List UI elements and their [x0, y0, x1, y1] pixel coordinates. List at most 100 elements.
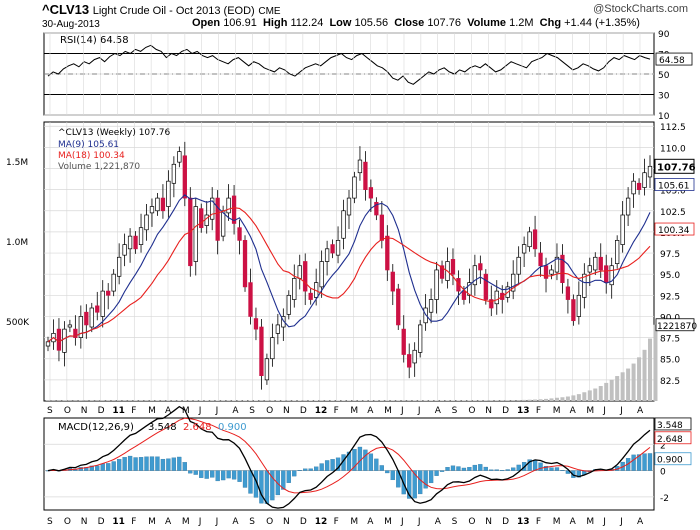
legend-ma9: MA(9) 105.61	[58, 140, 119, 150]
x-tick-label: J	[400, 517, 404, 527]
candle	[149, 198, 155, 227]
macd-hist-bar	[237, 470, 242, 482]
candle-body	[182, 155, 187, 199]
candle	[281, 308, 286, 341]
price-tick-label: 112.5	[660, 123, 686, 133]
candle-body	[210, 197, 215, 220]
candle-body	[527, 231, 532, 248]
candle	[56, 318, 62, 362]
rsi-last-box	[655, 52, 693, 66]
rsi-tick-label: 90	[658, 30, 670, 40]
macd-hist-bar	[264, 470, 270, 504]
candle-body	[450, 259, 456, 275]
macd-hist-bar	[642, 453, 647, 471]
candle-body	[472, 265, 478, 286]
candle	[62, 321, 67, 367]
candle	[631, 173, 636, 208]
macd-hist-bar	[423, 470, 428, 489]
candle-body	[62, 328, 67, 353]
rsi-tick-label: 10	[658, 112, 670, 122]
candle	[144, 204, 149, 241]
candle-body	[308, 292, 313, 300]
volume-bar	[637, 357, 642, 401]
macd-hist-bar	[122, 457, 127, 471]
candle	[133, 231, 138, 254]
volume-bar	[631, 363, 636, 401]
candle-body	[483, 273, 488, 300]
volume-last-box	[655, 318, 695, 332]
candle	[560, 244, 565, 294]
candle	[587, 257, 592, 287]
candle	[593, 252, 598, 276]
x-tick-label: J	[215, 517, 219, 527]
candle-body	[270, 337, 275, 360]
candle	[45, 336, 51, 352]
x-tick-label: N	[485, 517, 492, 527]
macd-hist-bar	[204, 470, 209, 479]
candle	[138, 213, 144, 253]
candle-body	[89, 307, 94, 328]
candle-body	[428, 299, 434, 313]
macd-hist-bar	[330, 459, 335, 471]
candle	[122, 233, 127, 267]
volume-bar	[401, 400, 406, 401]
candle-body	[116, 256, 122, 277]
x-tick-label: O	[266, 517, 273, 527]
candle-body	[576, 294, 582, 317]
volume-bar	[544, 398, 549, 401]
volume-bar	[505, 400, 510, 401]
candle	[89, 302, 94, 333]
macd-hist-bar	[111, 461, 116, 471]
candle	[620, 201, 625, 253]
macd-hist-bar	[374, 458, 379, 471]
candle-body	[357, 159, 363, 174]
candle-body	[620, 214, 625, 245]
candle	[417, 319, 423, 358]
price-tick-label: 97.5	[660, 250, 680, 260]
macd-hist-bar	[177, 456, 182, 471]
macd-hist-bar	[500, 470, 505, 472]
volume-bar	[653, 324, 658, 401]
candle	[275, 313, 281, 345]
candle	[527, 226, 532, 252]
volume-bar	[593, 388, 598, 401]
macd-hist-bar	[100, 463, 105, 471]
x-tick-label: F	[131, 406, 136, 416]
macd-panel: -2 0 2 3.548 2.648 0.900 MACD(12,26,9) 3.548…	[43, 405, 692, 511]
candle-body	[335, 240, 341, 256]
x-tick-label: N	[485, 406, 492, 416]
x-tick-label: 12	[315, 406, 328, 416]
macd-hist-bar	[571, 470, 576, 478]
macd-hist-bar	[560, 470, 565, 471]
candle-body	[84, 311, 89, 326]
volume-bar	[549, 398, 554, 401]
candle-body	[439, 265, 445, 279]
candle-body	[478, 263, 483, 271]
candle	[308, 288, 313, 305]
candle	[642, 158, 647, 196]
candle	[171, 156, 177, 198]
volume-bar	[237, 400, 242, 401]
macd-hist-bar	[270, 470, 275, 501]
x-tick-label: A	[570, 406, 577, 416]
volume-bar	[243, 400, 248, 401]
candle-body	[434, 269, 439, 300]
volume-value: 1.2M	[509, 17, 534, 29]
close-last-box	[654, 158, 695, 174]
macd-hist-bar	[379, 465, 384, 471]
symbol-text: ^CLV13	[42, 2, 90, 17]
x-tick-label: A	[367, 517, 374, 527]
x-tick-label: J	[417, 517, 421, 527]
candle	[341, 199, 346, 250]
macd-hist-bar	[281, 470, 286, 490]
candle	[303, 253, 308, 306]
candle	[346, 190, 352, 229]
macd-hist-bar	[445, 467, 450, 471]
candle	[615, 235, 620, 269]
candle	[582, 263, 587, 309]
candle-body	[259, 326, 264, 376]
volume-bar	[609, 379, 614, 401]
price-tick-label: 92.5	[660, 292, 680, 302]
candle-body	[516, 256, 521, 275]
exchange-name: CME	[258, 6, 281, 17]
